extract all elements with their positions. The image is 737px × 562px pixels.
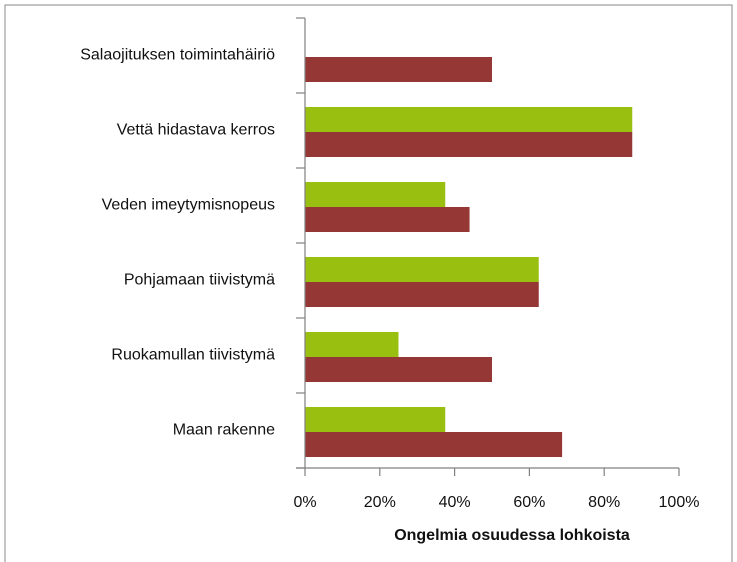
x-tick-label: 80% [588,494,620,511]
x-tick-label: 40% [439,494,471,511]
x-tick-label: 60% [513,494,545,511]
y-tick-label: Vettä hidastava kerros [117,122,275,139]
bar [305,182,446,207]
x-tick-label: 0% [293,494,316,511]
y-tick-label: Pohjamaan tiivistymä [124,272,275,289]
chart-border [4,4,733,562]
y-tick-label: Salaojituksen toimintahäiriö [80,47,275,64]
bar [305,432,563,457]
bar [305,57,492,82]
y-tick-label: Veden imeytymisnopeus [102,197,275,214]
x-tick-label: 20% [364,494,396,511]
bar [305,207,470,232]
bar [305,407,446,432]
y-tick-label: Maan rakenne [173,422,275,439]
bar [305,107,633,132]
bar [305,282,539,307]
bar [305,357,492,382]
bar [305,257,539,282]
x-axis-title: Ongelmia osuudessa lohkoista [394,527,630,544]
bar [305,332,399,357]
bar [305,132,633,157]
x-tick-label: 100% [659,494,700,511]
y-tick-label: Ruokamullan tiivistymä [111,347,275,364]
